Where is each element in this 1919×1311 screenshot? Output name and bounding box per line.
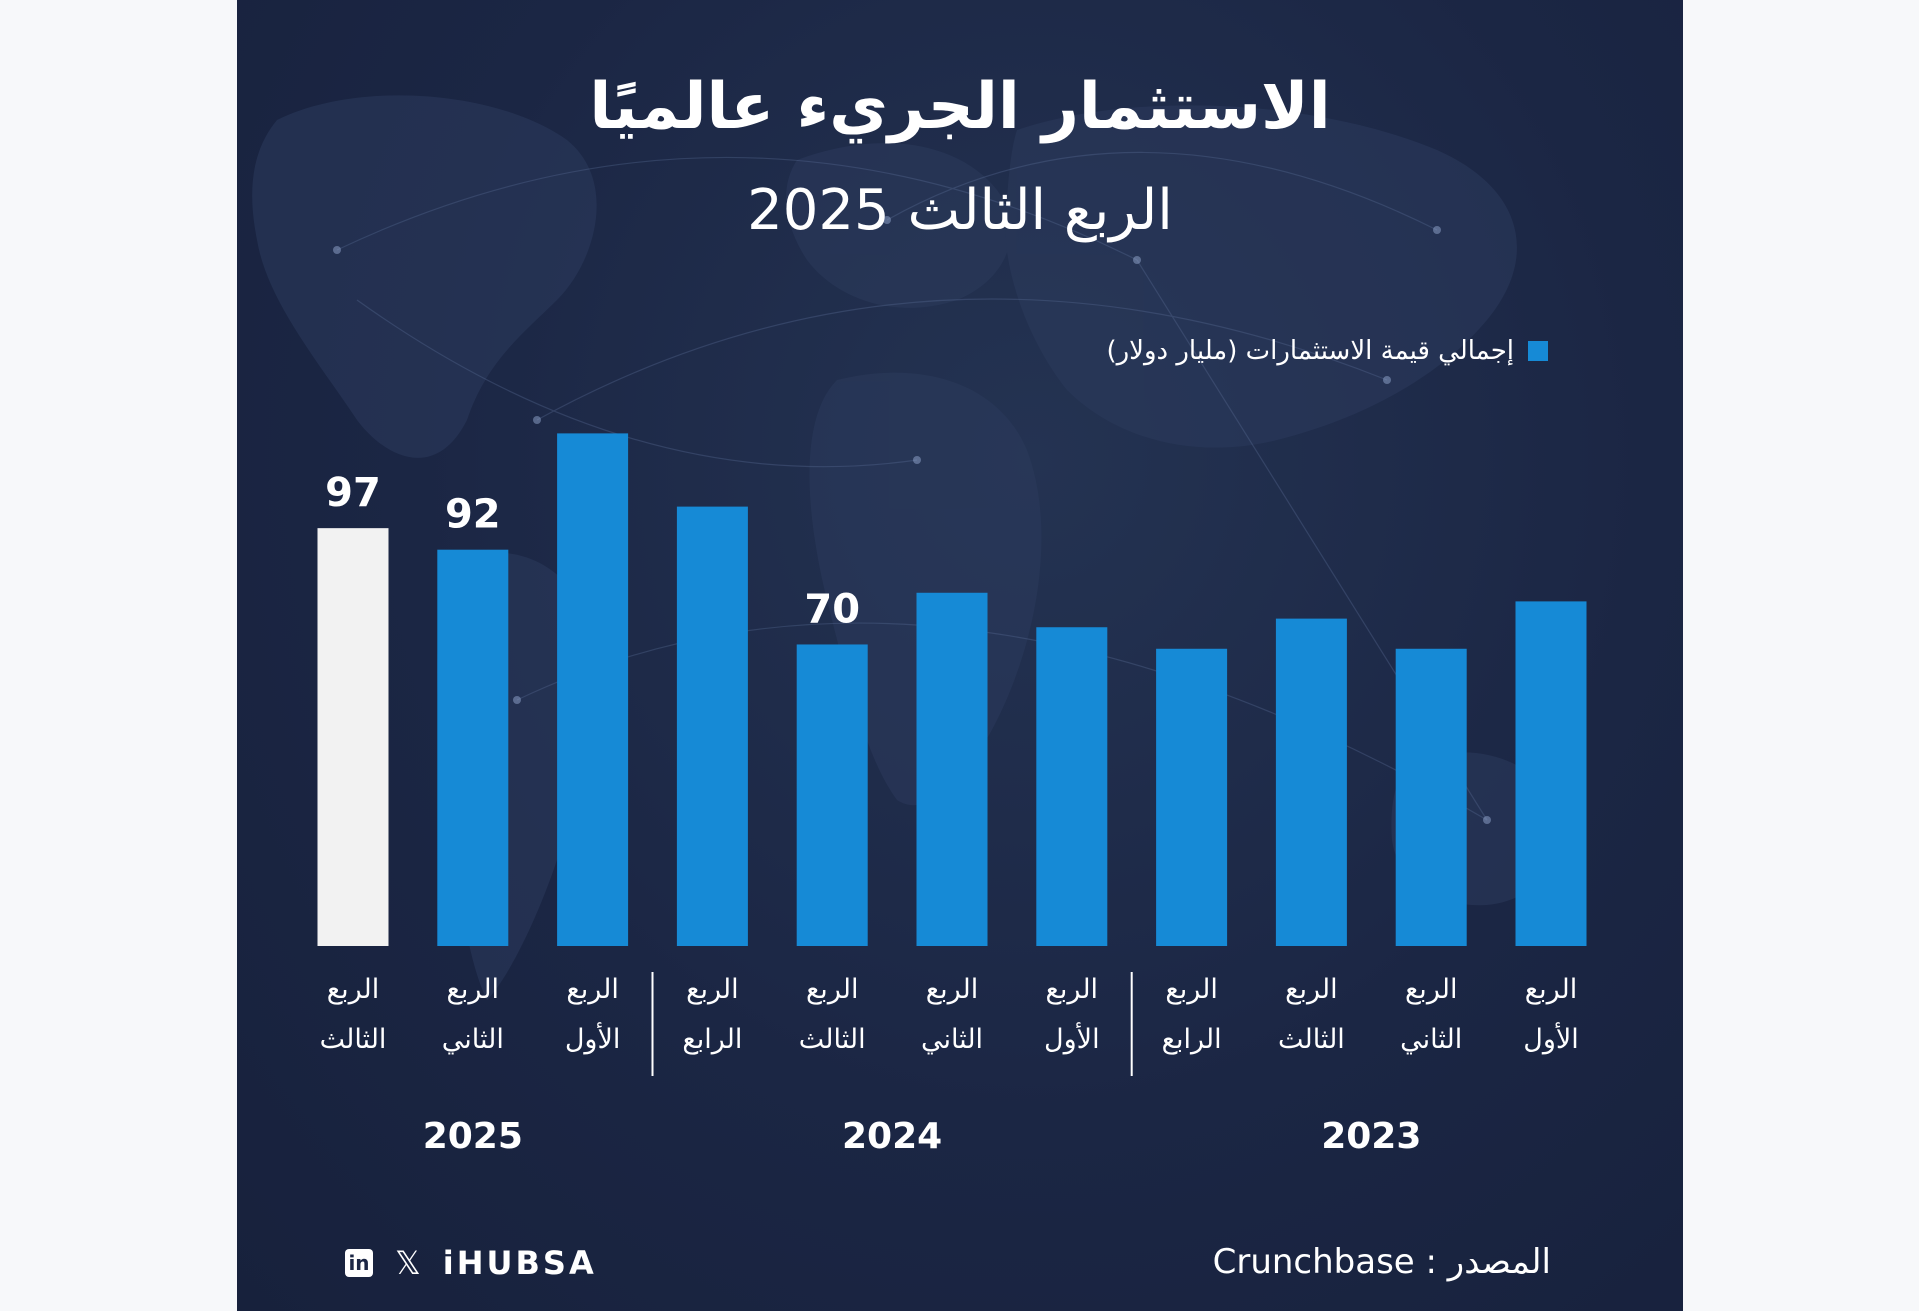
source-credit: المصدر : Crunchbase [1212,1242,1551,1282]
year-label: 2025 [423,1116,523,1157]
x-tick-label: الربع [1046,974,1099,1005]
bar [676,506,748,946]
x-tick-label: الربع [1285,974,1338,1005]
bar [317,528,389,946]
x-tick-label: الربع [686,974,739,1005]
x-icon[interactable]: 𝕏 [395,1244,421,1282]
infographic-poster: الاستثمار الجريء عالميًا الربع الثالث 20… [237,0,1683,1311]
bar [1156,648,1228,946]
bar [437,549,509,946]
brand-footer: in 𝕏 iHUBSA [345,1244,597,1282]
x-tick-label: الثاني [921,1024,983,1055]
x-tick-label: الرابع [682,1024,742,1055]
legend-label: إجمالي قيمة الاستثمارات (مليار دولار) [1106,336,1514,366]
data-label: 92 [445,492,501,538]
bar-chart: الربع الأول الربع الثاني الربع الثالث الربع الر… [317,433,1587,1157]
year-label: 2023 [1321,1116,1421,1157]
x-tick-label: الربع [806,974,859,1005]
bar [1515,601,1587,946]
x-tick-label: الأول [1044,1021,1100,1055]
chart-title: الاستثمار الجريء عالميًا [589,70,1331,144]
x-tick-label: الربع [1525,974,1578,1005]
bar [1275,618,1347,946]
x-tick-label: الربع [566,974,619,1005]
x-tick-label: الثالث [320,1024,387,1055]
chart-legend: إجمالي قيمة الاستثمارات (مليار دولار) [1106,336,1548,366]
x-tick-label: الرابع [1162,1024,1222,1055]
x-tick-label: الثاني [442,1024,504,1055]
chart-subtitle: الربع الثالث 2025 [747,178,1173,243]
bar [796,644,868,946]
linkedin-icon[interactable]: in [345,1249,373,1277]
x-tick-label: الربع [926,974,979,1005]
x-tick-label: الأول [1523,1021,1579,1055]
data-label: 70 [804,586,860,632]
x-tick-label: الربع [327,974,380,1005]
x-tick-label: الثالث [799,1024,866,1055]
x-tick-label: الثالث [1278,1024,1345,1055]
x-tick-label: الربع [447,974,500,1005]
bar [557,433,629,946]
bar [916,592,988,946]
brand-logo: iHUBSA [442,1244,597,1282]
bar [1036,627,1108,946]
x-tick-label: الثاني [1400,1024,1462,1055]
bar [1395,648,1467,946]
x-tick-label: الربع [1405,974,1458,1005]
x-tick-label: الربع [1165,974,1218,1005]
year-label: 2024 [842,1116,942,1157]
legend-swatch [1528,341,1548,361]
x-tick-label: الأول [565,1021,621,1055]
data-label: 97 [325,470,381,516]
